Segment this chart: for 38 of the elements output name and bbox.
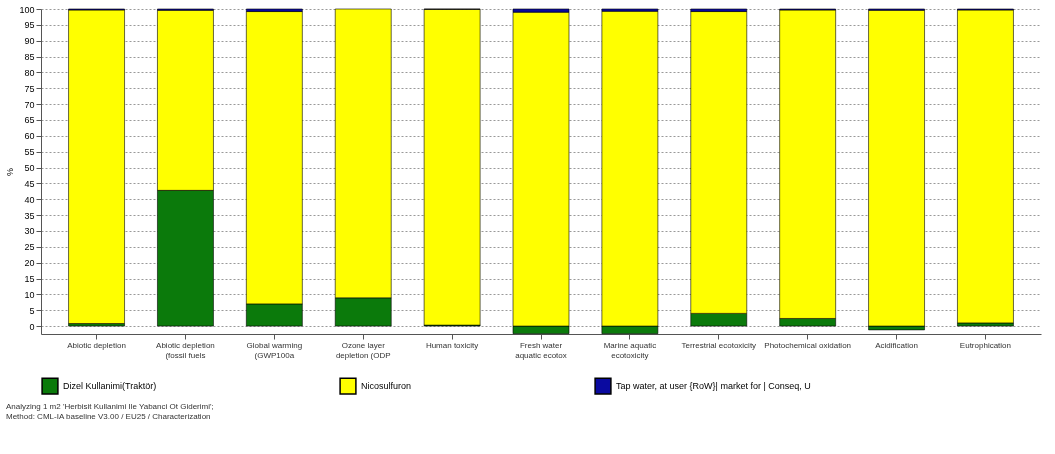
y-tick-label: 20: [24, 258, 35, 269]
x-tick-label: Global warming (GWP100a: [246, 340, 303, 360]
x-tick-label: Abiotic depletion (fossil fuels: [156, 340, 215, 360]
y-tick-label: 45: [24, 178, 35, 189]
y-tick-label: 85: [24, 52, 35, 63]
y-tick-label: 90: [24, 36, 35, 47]
x-tick-label: Marine aquatic ecotoxicity: [603, 340, 657, 360]
x-tick-label: Terrestrial ecotoxicity: [681, 340, 757, 350]
legend-label: Nicosulfuron: [361, 381, 412, 392]
y-tick-label: 80: [24, 67, 35, 78]
y-tick-label: 0: [29, 321, 35, 332]
y-tick-label: 40: [24, 194, 35, 205]
y-tick-label: 95: [24, 20, 35, 31]
y-tick-label: 55: [24, 147, 35, 158]
x-tick-label: Human toxicity: [425, 340, 479, 350]
y-tick-label: 100: [19, 4, 35, 15]
legend-label: Dizel Kullanimi(Traktör): [63, 381, 157, 392]
x-tick-label: Fresh water aquatic ecotox: [515, 340, 567, 360]
x-tick-label: Photochemical oxidation: [764, 340, 852, 350]
y-tick-label: 65: [24, 115, 35, 126]
y-tick-label: 5: [29, 305, 35, 316]
x-tick-label: Acidification: [875, 340, 918, 350]
x-tick-label: Eutrophication: [959, 340, 1012, 350]
y-tick-label: 75: [24, 83, 35, 94]
y-tick-label: 70: [24, 99, 35, 110]
y-tick-label: 60: [24, 131, 35, 142]
y-tick-label: 30: [24, 226, 35, 237]
y-tick-label: 35: [24, 210, 35, 221]
y-tick-label: 15: [24, 274, 35, 285]
text: Analyzing 1 m2 'Herbisit Kullanimi Ile Yabanci Ot Giderimi';: [5, 402, 214, 411]
y-tick-label: 25: [24, 242, 35, 253]
y-tick-label: 10: [24, 289, 35, 300]
x-tick-label: Ozone layer depletion (ODP: [335, 340, 391, 360]
y-tick-label: 50: [24, 163, 35, 174]
x-tick-label: Abiotic depletion: [67, 340, 126, 350]
text: Method: CML-IA baseline V3.00 / EU25 / Characterization: [5, 412, 211, 421]
y-axis-title: %: [5, 167, 16, 177]
legend-label: Tap water, at user {RoW}| market for | Conseq, U: [616, 381, 811, 392]
